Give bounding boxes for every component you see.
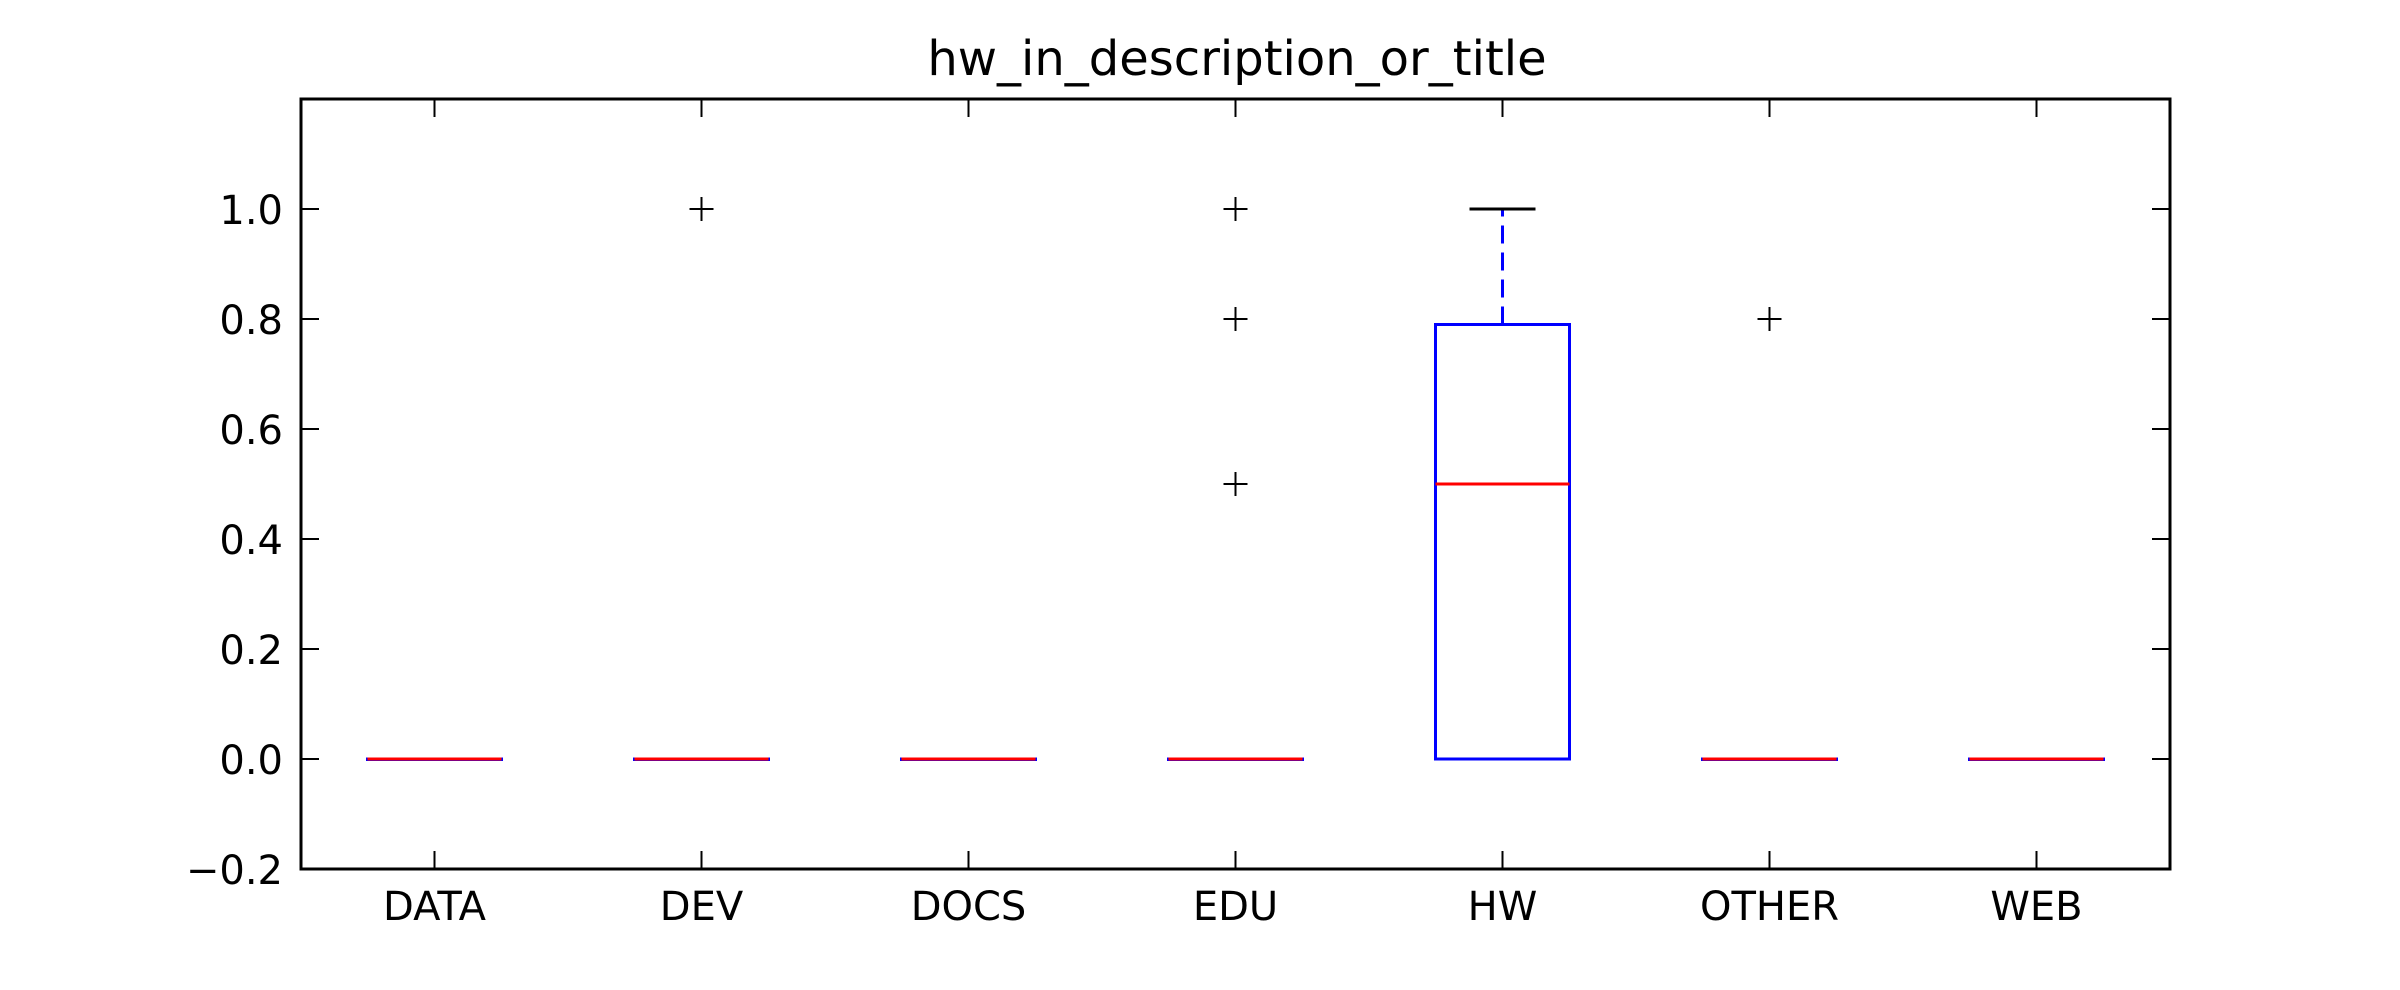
- box-iqr: [1434, 323, 1571, 761]
- y-tick-label: 1.0: [219, 188, 283, 234]
- y-tick-label: −0.2: [186, 848, 283, 894]
- x-tick-label: OTHER: [1700, 884, 1839, 930]
- y-tick-label: 0.2: [219, 628, 283, 674]
- x-tick-label: DEV: [660, 884, 744, 930]
- outlier-marker: [1223, 197, 1248, 221]
- x-tick-label: DOCS: [911, 884, 1027, 930]
- y-tick-label: 0.8: [219, 298, 283, 344]
- y-tick-label: 0.0: [219, 738, 283, 784]
- y-tick-label: 0.6: [219, 408, 283, 454]
- outlier-marker: [1223, 307, 1248, 331]
- y-tick-label: 0.4: [219, 518, 283, 564]
- chart-title: hw_in_description_or_title: [927, 31, 1546, 87]
- outlier-marker: [689, 197, 714, 221]
- x-tick-label: HW: [1468, 884, 1538, 930]
- outlier-marker: [1757, 307, 1782, 331]
- x-tick-label: DATA: [383, 884, 487, 930]
- outlier-marker: [1223, 472, 1248, 496]
- plot-area: −0.2 0.0 0.2 0.4 0.6 0.8 1.0 DATA DEV DOCS EDU HW OT…: [186, 97, 2172, 930]
- x-tick-label: EDU: [1193, 884, 1278, 930]
- x-tick-label: WEB: [1990, 884, 2082, 930]
